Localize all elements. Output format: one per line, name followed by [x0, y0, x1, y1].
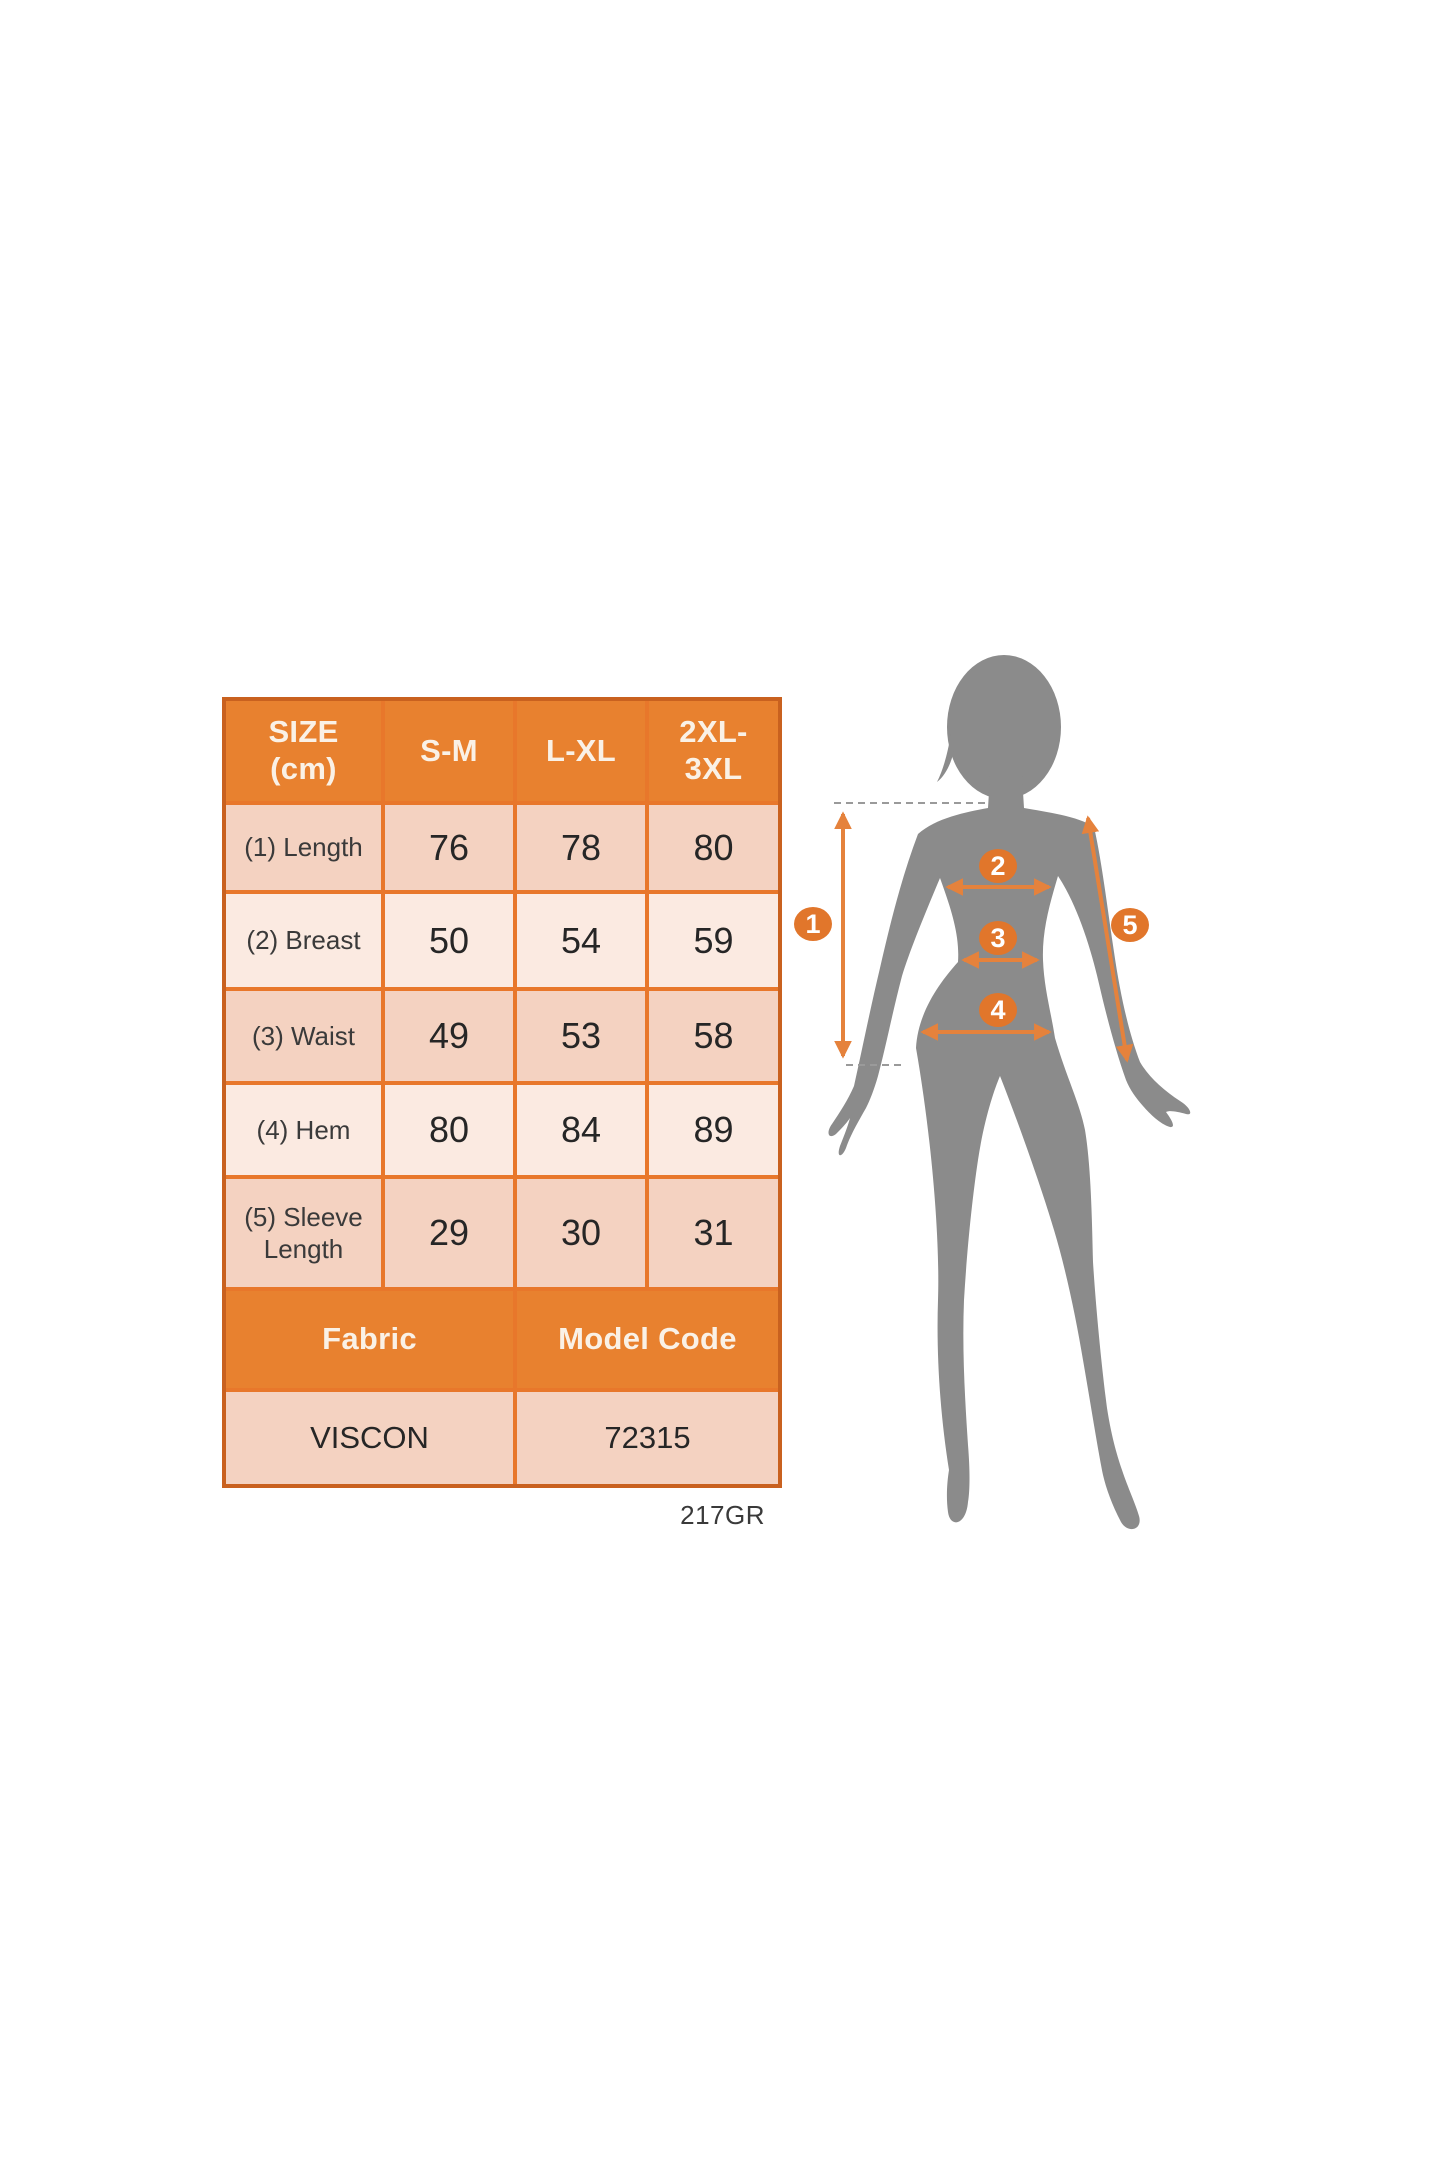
marker-4-circle [979, 993, 1017, 1027]
header-cell-fabric: Fabric [226, 1291, 513, 1388]
cell-hem-lxl: 84 [517, 1085, 645, 1175]
row-label-hem: (4) Hem [226, 1085, 381, 1175]
row-label-waist: (3) Waist [226, 991, 381, 1081]
cell-length-lxl: 78 [517, 805, 645, 890]
cell-length-2xl: 80 [649, 805, 778, 890]
header-cell-s-m: S-M [385, 701, 513, 801]
row-label-breast: (2) Breast [226, 894, 381, 987]
cell-breast-lxl: 54 [517, 894, 645, 987]
cell-breast-2xl: 59 [649, 894, 778, 987]
cell-waist-sm: 49 [385, 991, 513, 1081]
cell-hem-sm: 80 [385, 1085, 513, 1175]
header-cell-l-xl: L-XL [517, 701, 645, 801]
header-cell-size-cm: SIZE (cm) [226, 701, 381, 801]
measurement-figure: 1 2 3 4 5 [794, 655, 1191, 1530]
cell-fabric-value: VISCON [226, 1392, 513, 1484]
product-code-footnote: 217GR [680, 1500, 765, 1530]
cell-model-code-value: 72315 [517, 1392, 778, 1484]
woman-silhouette [828, 655, 1191, 1530]
marker-5-circle [1111, 908, 1149, 942]
marker-4-number: 4 [990, 995, 1005, 1025]
cell-waist-2xl: 58 [649, 991, 778, 1081]
marker-1-circle [794, 907, 832, 941]
sleeve-arrow [1081, 815, 1134, 1063]
header-cell-2xl-3xl: 2XL- 3XL [649, 701, 778, 801]
marker-1-number: 1 [805, 909, 820, 939]
figure-markers: 1 2 3 4 5 [794, 849, 1149, 1027]
cell-sleeve-lxl: 30 [517, 1179, 645, 1287]
marker-3-number: 3 [990, 923, 1005, 953]
cell-sleeve-sm: 29 [385, 1179, 513, 1287]
silhouette-head [947, 655, 1061, 799]
cell-length-sm: 76 [385, 805, 513, 890]
cell-waist-lxl: 53 [517, 991, 645, 1081]
marker-5-number: 5 [1122, 910, 1137, 940]
row-label-sleeve-length: (5) Sleeve Length [226, 1179, 381, 1287]
silhouette-hair-wisp [937, 734, 955, 782]
cell-breast-sm: 50 [385, 894, 513, 987]
row-label-length: (1) Length [226, 805, 381, 890]
cell-sleeve-2xl: 31 [649, 1179, 778, 1287]
marker-2-circle [979, 849, 1017, 883]
marker-3-circle [979, 921, 1017, 955]
size-chart-table: SIZE (cm) S-M L-XL 2XL- 3XL (1) Length 7… [222, 697, 782, 1488]
marker-2-number: 2 [990, 851, 1005, 881]
cell-hem-2xl: 89 [649, 1085, 778, 1175]
header-cell-model-code: Model Code [517, 1291, 778, 1388]
